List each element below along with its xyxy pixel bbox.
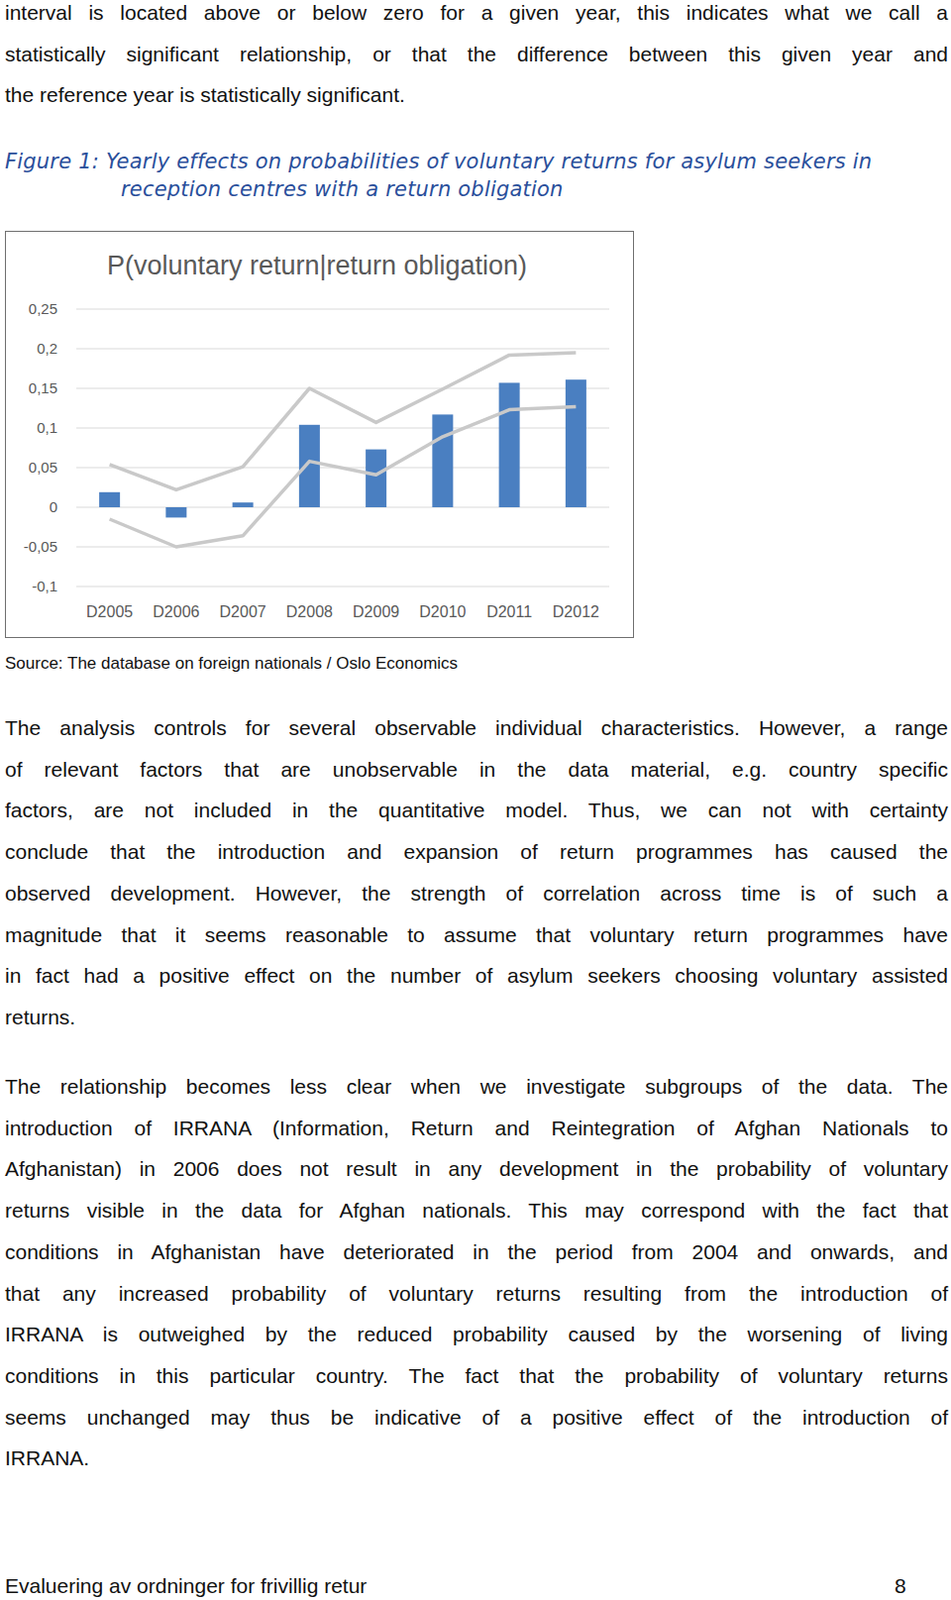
bar [232,502,254,508]
x-tick-label: D2007 [219,603,267,621]
y-tick-label: 0,05 [28,458,58,476]
text-line: The relationship becomes less clear when… [4,1073,949,1100]
bar [431,414,453,508]
text-line: conclude that the introduction and expan… [4,839,949,865]
figure-caption: reception centres with a return obligati… [120,176,564,203]
text-line: conditions in this particular country. T… [4,1363,949,1389]
bar [499,382,521,508]
x-tick-label: D2005 [86,603,133,621]
text-line: that any increased probability of volunt… [4,1280,949,1307]
text-line: interval is located above or below zero … [4,0,949,26]
text-line: IRRANA. [4,1445,949,1472]
text-line: the reference year is statistically sign… [4,82,949,108]
text-line: in fact had a positive effect on the num… [4,962,949,989]
grid-line [76,586,610,588]
y-tick-label: -0,05 [23,537,58,555]
y-tick-label: 0,2 [36,339,58,357]
text-line: returns visible in the data for Afghan n… [4,1197,949,1224]
text-line: seems unchanged may thus be indicative o… [4,1404,949,1431]
text-line: statistically significant relationship, … [4,41,949,68]
plot-area [99,352,587,547]
text-line: conditions in Afghanistan have deteriora… [4,1239,949,1266]
grid-line [76,309,610,311]
grid-line [76,427,610,429]
x-tick-label: D2011 [486,603,532,621]
chart-frame [5,231,634,638]
source-note: Source: The database on foreign national… [4,653,458,674]
x-tick-label: D2012 [552,603,600,621]
y-tick-label: 0,15 [28,379,58,397]
text-line: Afghanistan) in 2006 does not result in … [4,1156,949,1182]
y-tick-label: 0,1 [36,419,58,436]
line [109,406,577,547]
x-tick-label: D2010 [419,603,466,621]
page-number: 8 [894,1574,907,1598]
text-line: magnitude that it seems reasonable to as… [4,922,949,949]
chart: P(voluntary return|return obligation) -0,… [0,0,951,654]
grid-line [76,546,610,548]
bar [565,379,587,508]
x-tick-label: D2009 [352,603,400,621]
y-tick-label: 0,25 [28,300,58,317]
grid-line [76,388,610,390]
bar [165,507,187,518]
bar [299,424,320,508]
grid-line [76,348,610,350]
text-line: IRRANA is outweighed by the reduced prob… [4,1321,949,1348]
text-line: returns. [4,1004,949,1031]
bar [365,449,387,508]
footer-title: Evaluering av ordninger for frivillig re… [4,1574,367,1598]
grid-line [76,507,610,509]
y-tick-label: 0 [49,498,58,516]
x-tick-label: D2008 [286,603,333,621]
text-line: introduction of IRRANA (Information, Ret… [4,1115,949,1142]
chart-title: P(voluntary return|return obligation) [106,250,528,281]
text-line: observed development. However, the stren… [4,880,949,907]
bar [99,492,120,508]
y-tick-label: -0,1 [31,577,58,595]
text-line: The analysis controls for several observ… [4,715,949,741]
text-line: of relevant factors that are unobservabl… [4,756,949,783]
x-tick-label: D2006 [152,603,200,621]
text-line: factors, are not included in the quantit… [4,797,949,824]
figure-caption: Figure 1: Yearly effects on probabilitie… [4,148,872,175]
